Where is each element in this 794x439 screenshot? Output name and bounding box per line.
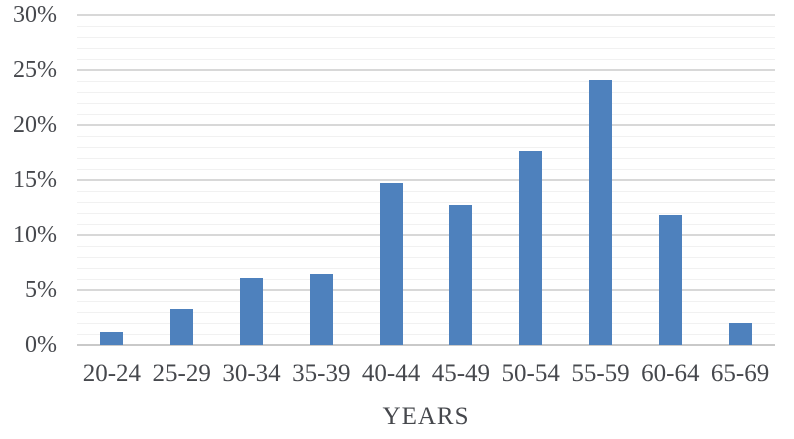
- x-tick-label-35-39: 35-39: [292, 360, 351, 387]
- minor-gridline: [77, 267, 775, 269]
- minor-gridline: [77, 278, 775, 280]
- minor-gridline: [77, 113, 775, 115]
- x-tick-label-25-29: 25-29: [152, 360, 211, 387]
- minor-gridline: [77, 146, 775, 148]
- bar-50-54: [519, 151, 543, 345]
- y-tick-label-5pct: 5%: [25, 277, 57, 303]
- minor-gridline: [77, 91, 775, 93]
- bar-30-34: [240, 277, 263, 345]
- y-tick-label-25pct: 25%: [13, 57, 57, 83]
- minor-gridline: [77, 157, 775, 159]
- x-axis-title: YEARS: [382, 403, 470, 430]
- minor-gridline: [77, 80, 775, 82]
- x-tick-label-45-49: 45-49: [431, 360, 491, 387]
- y-tick-label-0pct: 0%: [25, 332, 57, 358]
- bar-65-69: [728, 323, 752, 345]
- y-tick-label-20pct: 20%: [13, 112, 57, 138]
- minor-gridline: [77, 256, 775, 258]
- bar-55-59: [589, 79, 612, 345]
- minor-gridline: [77, 212, 775, 214]
- y-tick-label-10pct: 10%: [13, 222, 57, 248]
- x-tick-label-55-59: 55-59: [571, 360, 630, 387]
- major-gridline: [77, 179, 775, 181]
- bar-40-44: [379, 183, 403, 345]
- bar-45-49: [449, 205, 473, 345]
- minor-gridline: [77, 47, 775, 49]
- bar-60-64: [658, 215, 682, 345]
- x-axis-line: [77, 344, 775, 346]
- minor-gridline: [77, 245, 775, 247]
- minor-gridline: [77, 36, 775, 38]
- minor-gridline: [77, 223, 775, 225]
- minor-gridline: [77, 300, 775, 302]
- minor-gridline: [77, 333, 775, 335]
- minor-gridline: [77, 58, 775, 60]
- major-gridline: [77, 289, 775, 291]
- minor-gridline: [77, 322, 775, 324]
- minor-gridline: [77, 135, 775, 137]
- minor-gridline: [77, 190, 775, 192]
- x-tick-label-20-24: 20-24: [82, 360, 142, 387]
- minor-gridline: [77, 25, 775, 27]
- x-tick-label-30-34: 30-34: [222, 360, 281, 387]
- minor-gridline: [77, 201, 775, 203]
- major-gridline: [77, 14, 775, 16]
- bar-35-39: [309, 273, 333, 345]
- minor-gridline: [77, 168, 775, 170]
- plot-area: [77, 14, 775, 346]
- x-tick-label-65-69: 65-69: [710, 360, 770, 387]
- x-tick-label-60-64: 60-64: [641, 360, 700, 387]
- bar-25-29: [170, 308, 194, 345]
- bar-20-24: [100, 331, 124, 345]
- x-tick-label-50-54: 50-54: [501, 360, 560, 387]
- x-tick-label-40-44: 40-44: [361, 360, 421, 387]
- minor-gridline: [77, 102, 775, 104]
- y-tick-label-15pct: 15%: [13, 167, 57, 193]
- major-gridline: [77, 124, 775, 126]
- minor-gridline: [77, 311, 775, 313]
- major-gridline: [77, 234, 775, 236]
- major-gridline: [77, 69, 775, 71]
- y-tick-label-30pct: 30%: [13, 2, 57, 28]
